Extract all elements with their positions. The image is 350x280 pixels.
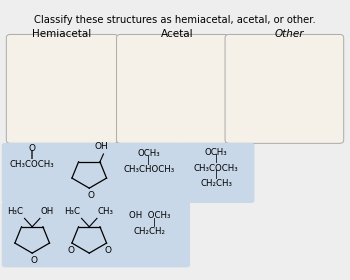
Text: OCH₃: OCH₃ bbox=[137, 149, 160, 158]
FancyBboxPatch shape bbox=[225, 34, 344, 143]
Text: O: O bbox=[30, 256, 37, 265]
FancyBboxPatch shape bbox=[115, 202, 190, 267]
Text: H₃C: H₃C bbox=[7, 207, 23, 216]
Text: CH₂CH₂: CH₂CH₂ bbox=[134, 227, 166, 236]
Text: Acetal: Acetal bbox=[160, 29, 193, 39]
Text: H₃C: H₃C bbox=[64, 207, 81, 216]
Text: CH₂CH₃: CH₂CH₃ bbox=[200, 179, 232, 188]
FancyBboxPatch shape bbox=[179, 143, 254, 203]
Text: Hemiacetal: Hemiacetal bbox=[32, 29, 91, 39]
FancyBboxPatch shape bbox=[2, 202, 63, 267]
Text: CH₃COCH₃: CH₃COCH₃ bbox=[10, 160, 55, 169]
Text: ‖: ‖ bbox=[30, 150, 34, 159]
Text: O: O bbox=[104, 246, 111, 255]
Text: O: O bbox=[67, 246, 74, 255]
Text: |: | bbox=[215, 170, 218, 179]
FancyBboxPatch shape bbox=[2, 143, 63, 203]
FancyBboxPatch shape bbox=[117, 34, 228, 143]
FancyBboxPatch shape bbox=[59, 143, 118, 203]
Text: OH  OCH₃: OH OCH₃ bbox=[129, 211, 170, 220]
Text: O: O bbox=[29, 144, 36, 153]
Text: OCH₃: OCH₃ bbox=[205, 148, 228, 157]
FancyBboxPatch shape bbox=[59, 202, 120, 267]
Text: |: | bbox=[147, 156, 150, 165]
Text: O: O bbox=[87, 191, 94, 200]
Text: CH₃CHOCH₃: CH₃CHOCH₃ bbox=[123, 165, 174, 174]
Text: CH₃: CH₃ bbox=[97, 207, 113, 216]
Text: |: | bbox=[215, 154, 218, 163]
Text: Other: Other bbox=[275, 29, 304, 39]
Text: Classify these structures as hemiacetal, acetal, or other.: Classify these structures as hemiacetal,… bbox=[34, 15, 316, 25]
Text: OH: OH bbox=[40, 207, 54, 216]
Text: CH₃COCH₃: CH₃COCH₃ bbox=[194, 164, 239, 173]
Text: OH: OH bbox=[95, 142, 108, 151]
FancyBboxPatch shape bbox=[115, 143, 183, 203]
Text: |: | bbox=[153, 218, 155, 227]
FancyBboxPatch shape bbox=[6, 34, 118, 143]
